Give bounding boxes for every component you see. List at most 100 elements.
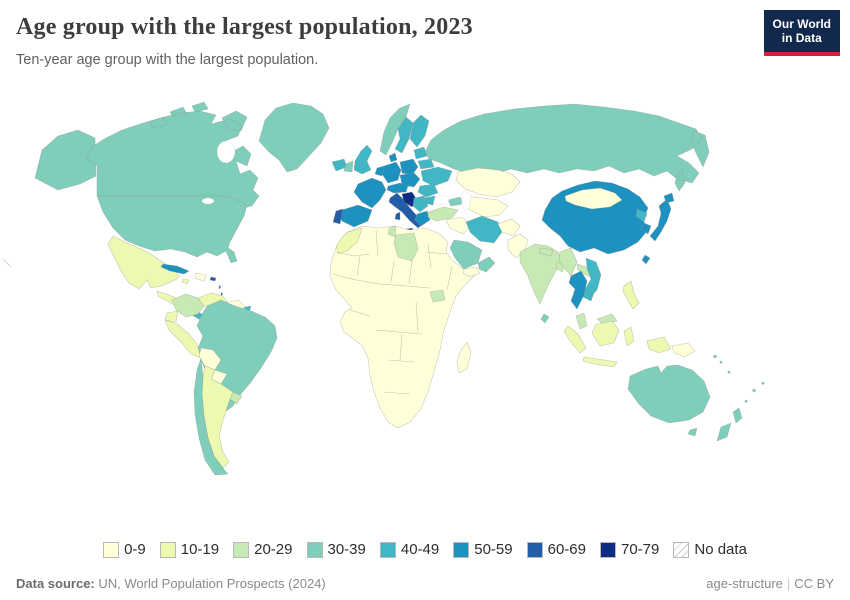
legend-item-20-29[interactable]: 20-29 xyxy=(233,541,293,558)
country-oman-uae[interactable] xyxy=(477,256,496,273)
country-denmark[interactable] xyxy=(388,152,398,163)
country-ukraine[interactable] xyxy=(420,166,453,187)
country-levant-iraq[interactable] xyxy=(445,216,471,235)
country-madagascar[interactable] xyxy=(456,341,472,374)
country-finland[interactable] xyxy=(409,114,430,148)
country-iran[interactable] xyxy=(465,215,503,244)
country-pacific-islands[interactable] xyxy=(713,354,765,403)
country-hispaniola[interactable] xyxy=(194,272,207,282)
country-portugal[interactable] xyxy=(332,208,344,225)
country-tunisia[interactable] xyxy=(387,225,397,238)
country-norway[interactable] xyxy=(379,103,411,156)
country-ireland[interactable] xyxy=(343,160,354,173)
legend-swatch xyxy=(600,541,616,558)
legend-item-70-79[interactable]: 70-79 xyxy=(600,541,659,558)
country-sri-lanka[interactable] xyxy=(540,313,550,324)
country-afghanistan[interactable] xyxy=(497,218,521,237)
country-united-states[interactable] xyxy=(96,195,248,264)
country-belarus[interactable] xyxy=(417,158,435,170)
country-cuba[interactable] xyxy=(160,263,190,275)
country-mongolia[interactable] xyxy=(564,187,623,210)
legend-swatch xyxy=(233,541,250,558)
country-united-states[interactable] xyxy=(34,129,97,191)
legend-item-30-39[interactable]: 30-39 xyxy=(306,541,366,558)
country-mexico[interactable] xyxy=(107,235,181,290)
legend-item-50-59[interactable]: 50-59 xyxy=(453,541,513,558)
hawaii-mark xyxy=(2,258,12,268)
country-thailand[interactable] xyxy=(568,270,588,310)
legend-item-0-9[interactable]: 0-9 xyxy=(103,541,146,558)
country-jamaica[interactable] xyxy=(181,278,190,285)
legend-item-no-data[interactable]: No data xyxy=(673,541,747,558)
country-france[interactable] xyxy=(353,177,387,209)
legend-item-40-49[interactable]: 40-49 xyxy=(379,541,439,558)
country-indonesia[interactable] xyxy=(563,320,672,368)
data-source-label: Data source: xyxy=(16,576,95,591)
owid-logo[interactable]: Our World in Data xyxy=(763,10,840,56)
country-south-sudan[interactable] xyxy=(429,289,446,303)
owid-logo-line1: Our World xyxy=(772,17,831,31)
license-link[interactable]: CC BY xyxy=(794,576,834,591)
legend-item-10-19[interactable]: 10-19 xyxy=(159,541,220,558)
legend-label: 60-69 xyxy=(547,541,586,558)
country-poland[interactable] xyxy=(399,158,419,176)
country-romania[interactable] xyxy=(417,183,439,198)
great-lakes xyxy=(201,197,215,205)
country-peru[interactable] xyxy=(164,319,202,359)
country-caucasus[interactable] xyxy=(447,196,464,207)
country-saudi-arabia[interactable] xyxy=(449,239,483,270)
country-sweden[interactable] xyxy=(394,116,414,154)
chart-slug: age-structure xyxy=(706,576,783,591)
country-greenland[interactable] xyxy=(258,102,330,173)
country-czech-slovakia-hungary[interactable] xyxy=(399,172,421,188)
country-taiwan[interactable] xyxy=(641,254,651,265)
country-laos[interactable] xyxy=(576,263,592,278)
legend: 0-9 10-19 20-29 30-39 40-49 50-59 60-69 70-79 No… xyxy=(0,541,850,558)
country-north-korea[interactable] xyxy=(635,208,648,223)
country-germany[interactable] xyxy=(381,161,402,184)
legend-swatch xyxy=(673,541,690,558)
country-united-kingdom[interactable] xyxy=(353,144,373,175)
owid-logo-line2: in Data xyxy=(781,31,822,46)
legend-swatch xyxy=(159,541,176,558)
country-australia[interactable] xyxy=(627,364,711,437)
country-south-korea[interactable] xyxy=(640,222,652,235)
country-kazakhstan[interactable] xyxy=(455,167,521,198)
country-turkey[interactable] xyxy=(427,206,459,222)
legend-swatch xyxy=(526,541,543,558)
legend-label: No data xyxy=(694,541,747,558)
country-canada[interactable] xyxy=(85,101,260,209)
page-title: Age group with the largest population, 2… xyxy=(16,14,473,40)
country-nepal-bhutan[interactable] xyxy=(539,247,554,257)
country-morocco[interactable] xyxy=(335,227,363,255)
legend-label: 20-29 xyxy=(254,541,293,558)
data-source: Data source: UN, World Population Prospe… xyxy=(16,576,326,591)
legend-label: 10-19 xyxy=(180,541,220,558)
country-japan[interactable] xyxy=(649,192,675,242)
country-baltics[interactable] xyxy=(413,146,428,160)
country-chile[interactable] xyxy=(193,357,229,476)
country-malaysia[interactable] xyxy=(575,312,618,330)
legend-swatch xyxy=(306,541,323,558)
country-lesser-antilles[interactable] xyxy=(218,284,224,297)
legend-label: 70-79 xyxy=(621,541,660,558)
country-yemen[interactable] xyxy=(462,266,481,278)
legend-item-60-69[interactable]: 60-69 xyxy=(526,541,586,558)
country-spain[interactable] xyxy=(337,204,373,228)
country-puerto-rico[interactable] xyxy=(209,276,217,282)
country-africa-other[interactable] xyxy=(329,225,477,429)
country-papua-new-guinea[interactable] xyxy=(671,342,696,358)
country-greece[interactable] xyxy=(414,210,431,227)
country-india[interactable] xyxy=(519,243,563,305)
africa-internal-borders xyxy=(332,229,453,395)
country-bulgaria[interactable] xyxy=(422,195,436,206)
country-new-zealand[interactable] xyxy=(716,407,743,442)
caspian-sea xyxy=(461,189,471,211)
country-philippines[interactable] xyxy=(622,280,640,310)
country-ecuador[interactable] xyxy=(164,310,179,323)
footer-separator: | xyxy=(786,576,791,591)
country-switzerland-austria[interactable] xyxy=(386,182,409,194)
country-benelux[interactable] xyxy=(374,165,385,177)
